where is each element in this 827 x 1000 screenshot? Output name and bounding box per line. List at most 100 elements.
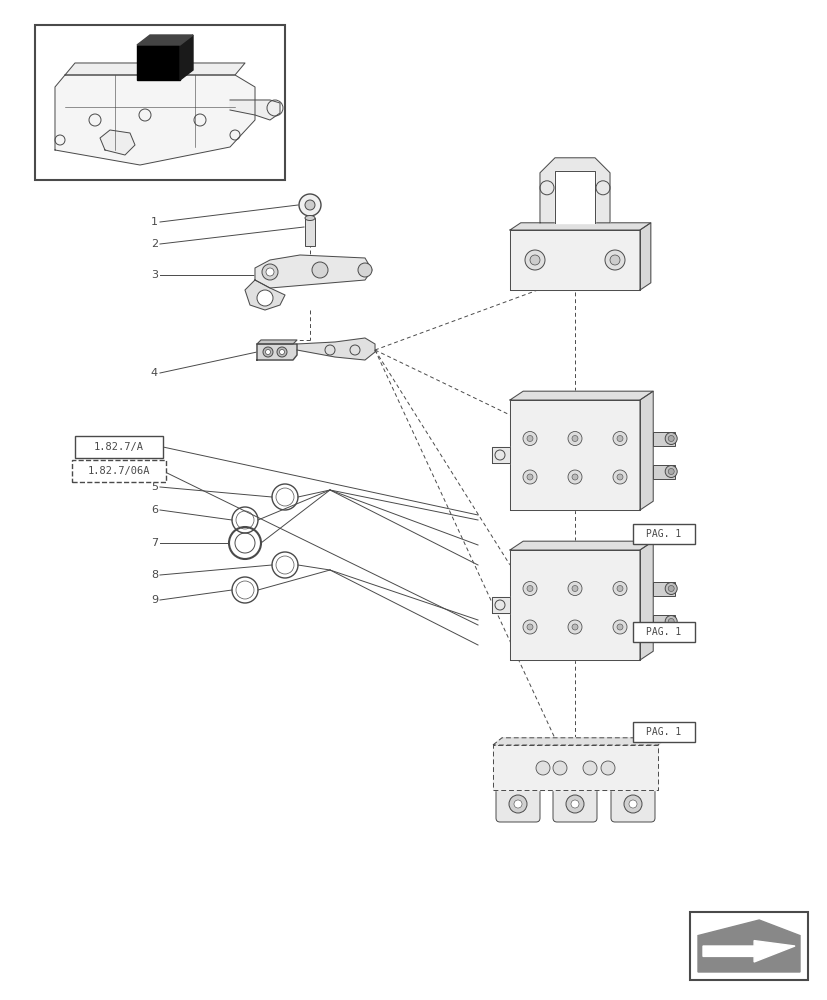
- Circle shape: [526, 624, 533, 630]
- Circle shape: [312, 262, 327, 278]
- Bar: [632, 622, 694, 642]
- Polygon shape: [179, 35, 193, 80]
- Circle shape: [612, 620, 626, 634]
- Circle shape: [523, 470, 537, 484]
- Circle shape: [514, 800, 521, 808]
- Circle shape: [616, 436, 622, 442]
- FancyBboxPatch shape: [495, 786, 539, 822]
- Circle shape: [357, 263, 371, 277]
- Polygon shape: [509, 550, 639, 660]
- Polygon shape: [230, 100, 280, 120]
- Text: 1: 1: [151, 217, 158, 227]
- Bar: [653, 432, 674, 446]
- Circle shape: [509, 795, 526, 813]
- Polygon shape: [509, 223, 650, 230]
- Circle shape: [667, 585, 673, 591]
- Text: 3: 3: [151, 270, 158, 280]
- Text: 7: 7: [151, 538, 158, 548]
- Circle shape: [566, 795, 583, 813]
- Bar: [72, 460, 165, 482]
- Circle shape: [616, 585, 622, 591]
- Circle shape: [535, 761, 549, 775]
- Polygon shape: [491, 597, 509, 613]
- Polygon shape: [639, 223, 650, 290]
- Text: 8: 8: [151, 570, 158, 580]
- Bar: [304, 218, 314, 246]
- Text: 1.82.7/06A: 1.82.7/06A: [88, 466, 150, 476]
- Bar: [35, 25, 284, 180]
- Circle shape: [612, 582, 626, 595]
- Text: 5: 5: [151, 482, 158, 492]
- Circle shape: [667, 468, 673, 475]
- Circle shape: [277, 347, 287, 357]
- Text: 1.82.7/A: 1.82.7/A: [94, 442, 144, 452]
- Text: 4: 4: [151, 368, 158, 378]
- Circle shape: [526, 585, 533, 591]
- Circle shape: [526, 436, 533, 442]
- Circle shape: [256, 290, 273, 306]
- Bar: [689, 912, 807, 980]
- Polygon shape: [491, 447, 509, 463]
- Bar: [653, 464, 674, 479]
- Ellipse shape: [304, 216, 314, 221]
- Polygon shape: [136, 45, 179, 80]
- Bar: [632, 722, 694, 742]
- Circle shape: [600, 761, 614, 775]
- Circle shape: [664, 432, 676, 444]
- Polygon shape: [245, 280, 284, 310]
- Polygon shape: [256, 340, 297, 344]
- Polygon shape: [509, 400, 639, 510]
- Text: PAG. 1: PAG. 1: [646, 727, 681, 737]
- Polygon shape: [492, 745, 657, 790]
- Text: PAG. 1: PAG. 1: [646, 627, 681, 637]
- Polygon shape: [554, 171, 595, 223]
- Polygon shape: [136, 35, 193, 45]
- Circle shape: [612, 432, 626, 446]
- Circle shape: [280, 350, 284, 355]
- Circle shape: [524, 250, 544, 270]
- Circle shape: [552, 761, 566, 775]
- Polygon shape: [539, 158, 609, 223]
- Circle shape: [567, 470, 581, 484]
- Circle shape: [304, 200, 314, 210]
- Text: 9: 9: [151, 595, 158, 605]
- Circle shape: [571, 585, 577, 591]
- Circle shape: [265, 350, 270, 355]
- Polygon shape: [297, 338, 375, 360]
- Circle shape: [299, 194, 321, 216]
- Polygon shape: [639, 391, 653, 510]
- Circle shape: [523, 620, 537, 634]
- Polygon shape: [509, 541, 653, 550]
- Circle shape: [529, 255, 539, 265]
- Text: 6: 6: [151, 505, 158, 515]
- Circle shape: [667, 618, 673, 624]
- Bar: [75, 436, 163, 458]
- Polygon shape: [639, 541, 653, 660]
- FancyBboxPatch shape: [552, 786, 596, 822]
- Polygon shape: [100, 130, 135, 155]
- Circle shape: [612, 470, 626, 484]
- Circle shape: [263, 347, 273, 357]
- Circle shape: [571, 624, 577, 630]
- Circle shape: [616, 474, 622, 480]
- Circle shape: [523, 582, 537, 595]
- Polygon shape: [509, 391, 653, 400]
- Circle shape: [624, 795, 641, 813]
- Circle shape: [609, 255, 619, 265]
- Polygon shape: [492, 738, 667, 745]
- Circle shape: [265, 268, 274, 276]
- Polygon shape: [256, 344, 297, 360]
- Text: PAG. 1: PAG. 1: [646, 529, 681, 539]
- Circle shape: [567, 582, 581, 595]
- Circle shape: [567, 620, 581, 634]
- Bar: [653, 582, 674, 595]
- Polygon shape: [55, 75, 255, 165]
- Circle shape: [629, 800, 636, 808]
- Circle shape: [571, 800, 578, 808]
- Circle shape: [523, 432, 537, 446]
- Circle shape: [664, 615, 676, 628]
- Circle shape: [526, 474, 533, 480]
- Circle shape: [571, 474, 577, 480]
- Circle shape: [605, 250, 624, 270]
- Bar: [653, 614, 674, 628]
